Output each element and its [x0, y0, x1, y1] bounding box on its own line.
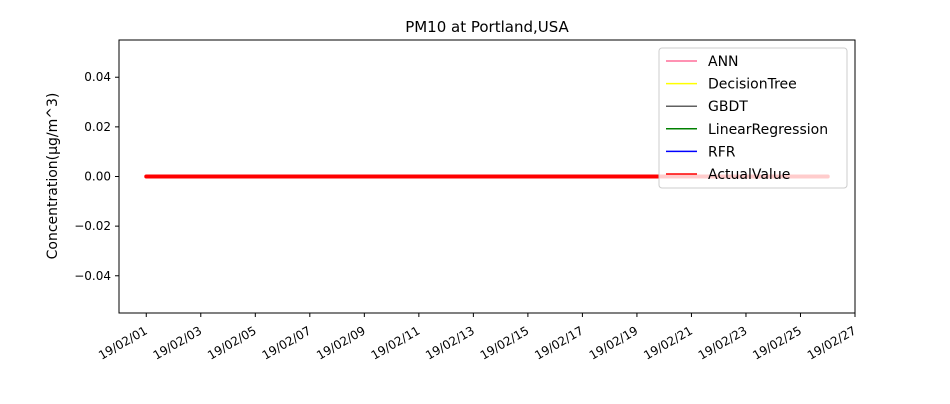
- x-tick-label: 19/02/19: [587, 323, 641, 362]
- y-tick-label: 0.00: [84, 170, 111, 184]
- x-tick-label: 19/02/15: [478, 323, 532, 362]
- legend-label-linearregression: LinearRegression: [708, 122, 828, 138]
- legend-box: [658, 47, 848, 189]
- x-tick-label: 19/02/07: [260, 323, 314, 362]
- y-axis-ticks: 0.04 0.02 0.00 −0.02 −0.04: [74, 70, 119, 283]
- chart-title: PM10 at Portland,USA: [405, 18, 569, 36]
- x-tick-label: 19/02/21: [641, 323, 695, 362]
- legend-label-decisiontree: DecisionTree: [708, 77, 797, 93]
- y-tick-label: 0.02: [84, 120, 111, 134]
- x-tick-label: 19/02/05: [205, 323, 259, 362]
- legend-label-rfr: RFR: [708, 144, 736, 160]
- y-tick-label: 0.04: [84, 70, 111, 84]
- legend: ANN DecisionTree GBDT LinearRegression RFR Ac…: [658, 47, 848, 189]
- legend-label-actualvalue: ActualValue: [708, 167, 790, 183]
- legend-label-gbdt: GBDT: [708, 99, 748, 115]
- x-tick-label: 19/02/27: [805, 323, 859, 362]
- x-tick-label: 19/02/23: [696, 323, 750, 362]
- y-tick-label: −0.04: [74, 269, 111, 283]
- x-tick-label: 19/02/09: [314, 323, 368, 362]
- x-tick-label: 19/02/13: [423, 323, 477, 362]
- x-tick-label: 19/02/17: [532, 323, 586, 362]
- x-tick-label: 19/02/01: [96, 323, 150, 362]
- x-tick-label: 19/02/03: [151, 323, 205, 362]
- x-tick-label: 19/02/25: [750, 323, 804, 362]
- legend-label-ann: ANN: [708, 54, 739, 70]
- y-tick-label: −0.02: [74, 219, 111, 233]
- y-axis-label: Concentration(μg/m^3): [45, 93, 61, 260]
- x-axis-ticks: 19/02/01 19/02/03 19/02/05 19/02/07 19/02/09…: [96, 313, 859, 363]
- x-tick-label: 19/02/11: [369, 323, 423, 362]
